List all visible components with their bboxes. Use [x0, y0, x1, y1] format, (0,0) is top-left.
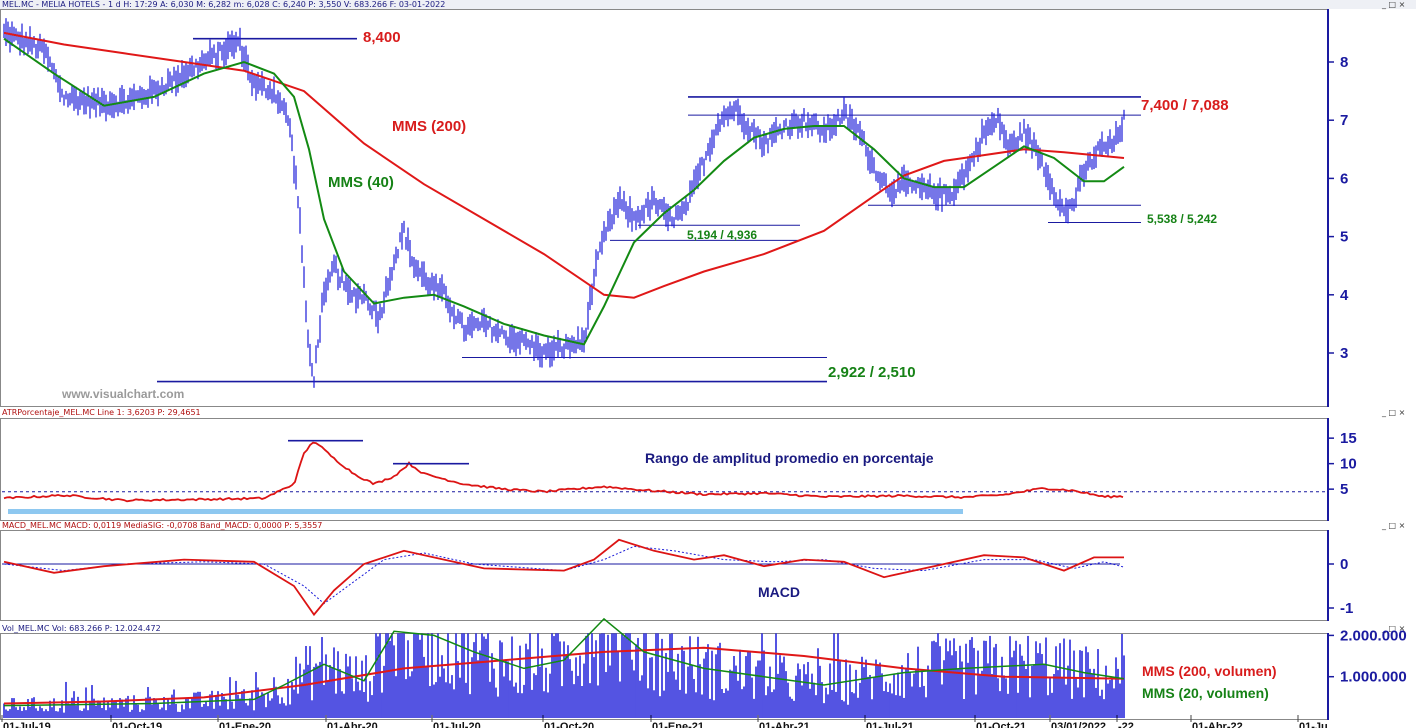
range-top-label: 7,400 / 7,088 [1141, 97, 1229, 114]
macd-tick-label: -1 [1340, 600, 1353, 617]
macd-line [3, 538, 1124, 617]
sma200-label: MMS (200) [392, 118, 466, 135]
atr-tick-label: 15 [1340, 430, 1357, 447]
atr-panel-frame [0, 418, 1328, 521]
price-header: MEL.MC - MELIA HOTELS - 1 d H: 17:29 A: … [2, 0, 445, 9]
x-tick-label: 01-Ene-21 [652, 721, 704, 728]
macd-signal-line [3, 545, 1125, 605]
macd-tick-label: 0 [1340, 556, 1348, 573]
mid-support-label: 5,194 / 4,936 [687, 228, 757, 242]
x-tick-label: 01-Oct-21 [976, 721, 1026, 728]
atr-header: ATRPorcentaje_MEL.MC Line 1: 3,6203 P: 2… [2, 408, 201, 417]
vol200-label: MMS (200, volumen) [1142, 663, 1277, 679]
watermark: www.visualchart.com [61, 387, 184, 401]
low-support-label: 2,922 / 2,510 [828, 364, 916, 381]
macd-title: MACD [758, 584, 800, 600]
macd-window-controls[interactable]: _ □ × [1381, 521, 1405, 530]
price-tick-label: 7 [1340, 112, 1348, 129]
x-tick-label: 01-Abr-20 [327, 721, 378, 728]
macd-header: MACD_MEL.MC MACD: 0,0119 MediaSIG: -0,07… [2, 521, 322, 530]
price-tick-label: 8 [1340, 54, 1348, 71]
volume-tick-label: 1.000.000 [1340, 669, 1407, 686]
price-tick-label: 5 [1340, 229, 1348, 246]
macd-series [2, 538, 1125, 617]
atr-window-controls[interactable]: _ □ × [1381, 408, 1405, 417]
atr-tick-label: 10 [1340, 456, 1357, 473]
atr-line [3, 441, 1124, 503]
x-tick-label: 01-Oct-19 [112, 721, 162, 728]
atr-band [8, 509, 963, 514]
peak-level-label: 8,400 [363, 29, 401, 46]
x-tick-label: 01-Jul-21 [866, 721, 914, 728]
price-tick-label: 6 [1340, 170, 1348, 187]
volume-tick-label: 2.000.000 [1340, 627, 1407, 644]
sma40-line [3, 37, 1125, 346]
x-tick-label: 01-Jul-19 [3, 721, 51, 728]
x-tick-label: 03/01/2022 [1051, 721, 1106, 728]
volume-sma200-line [3, 646, 1125, 705]
x-tick-label: -22 [1118, 721, 1134, 728]
volume-header: Vol_MEL.MC Vol: 683.266 P: 12.024.472 [2, 624, 161, 633]
axis-ticks: 3 4 5 6 7 8 5 10 15 -1 0 1.000.000 2.000.000 01-Jul-1… [1, 54, 1407, 728]
x-tick-label: 01-Abr-21 [759, 721, 810, 728]
x-tick-label: 01-Ju [1299, 721, 1328, 728]
price-tick-label: 4 [1340, 287, 1349, 304]
atr-title: Rango de amplitud promedio en porcentaje [645, 450, 934, 466]
price-tick-label: 3 [1340, 345, 1348, 362]
price-window-controls[interactable]: _ □ × [1381, 0, 1405, 9]
volume-series [3, 617, 1125, 718]
volume-window-controls[interactable]: _ □ × [1381, 624, 1405, 633]
price-series [3, 18, 1125, 388]
x-tick-label: 01-Jul-20 [433, 721, 481, 728]
sma40-label: MMS (40) [328, 174, 394, 191]
price-header-bar [0, 0, 1416, 9]
right-support-label: 5,538 / 5,242 [1147, 212, 1217, 226]
panel-frames [0, 9, 1329, 720]
x-tick-label: 01-Oct-20 [544, 721, 594, 728]
x-tick-label: 01-Abr-22 [1192, 721, 1243, 728]
atr-tick-label: 5 [1340, 481, 1348, 498]
sma200-line [3, 31, 1125, 299]
vol20-label: MMS (20, volumen) [1142, 685, 1269, 701]
volume-sma20-line [3, 617, 1125, 707]
macd-panel-frame [0, 530, 1328, 621]
support-resistance-levels [157, 37, 1141, 383]
atr-series [2, 439, 1326, 514]
x-tick-label: 01-Ene-20 [219, 721, 271, 728]
